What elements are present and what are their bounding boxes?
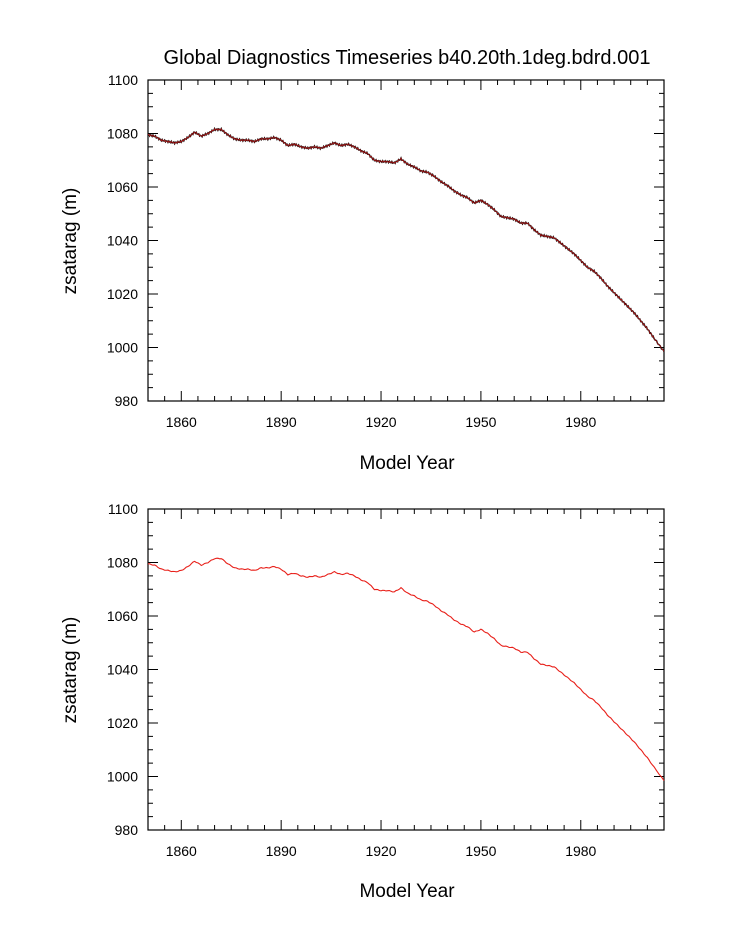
top-y-tick-label: 1080 xyxy=(107,126,138,142)
bottom-y-axis-label: zsatarag (m) xyxy=(60,617,81,724)
top-x-tick-label: 1950 xyxy=(465,414,496,430)
top-y-tick-label: 1060 xyxy=(107,179,138,195)
bottom-plot-frame xyxy=(147,508,665,831)
bottom-x-tick-label: 1920 xyxy=(365,843,396,859)
bottom-y-tick-label: 1020 xyxy=(107,715,138,731)
bottom-y-tick-label: 980 xyxy=(115,822,139,838)
bottom-y-tick-label: 1100 xyxy=(108,501,138,517)
bottom-x-tick-label: 1950 xyxy=(465,843,496,859)
bottom-x-axis-label: Model Year xyxy=(359,881,455,902)
top-y-axis-label: zsatarag (m) xyxy=(60,188,81,295)
top-x-tick-label: 1860 xyxy=(166,414,197,430)
bottom-x-tick-label: 1980 xyxy=(565,843,596,859)
top-panel: 1860 1890 1920 1950 1980 980 1000 1020 1040 1060 1… xyxy=(60,72,665,474)
top-tick-labels: 1860 1890 1920 1950 1980 980 1000 1020 1040 1060 1… xyxy=(107,72,597,430)
bottom-series-line xyxy=(147,557,665,781)
bottom-y-tick-label: 1060 xyxy=(107,608,138,624)
top-y-tick-label: 1100 xyxy=(108,72,138,88)
bottom-x-tick-label: 1860 xyxy=(166,843,197,859)
top-axis-ticks xyxy=(147,79,665,402)
top-y-tick-label: 1000 xyxy=(107,340,138,356)
bottom-y-tick-label: 1000 xyxy=(107,769,138,785)
top-y-tick-label: 980 xyxy=(115,393,139,409)
bottom-panel: 1860 1890 1920 1950 1980 980 1000 1020 1040 1060 1… xyxy=(60,501,665,902)
top-x-tick-label: 1920 xyxy=(365,414,396,430)
bottom-y-tick-label: 1080 xyxy=(107,555,138,571)
bottom-y-tick-label: 1040 xyxy=(107,662,138,678)
top-plot-frame xyxy=(147,79,665,402)
bottom-series-group xyxy=(147,557,665,781)
bottom-tick-labels: 1860 1890 1920 1950 1980 980 1000 1020 1040 1060 1… xyxy=(107,501,597,859)
top-series-line-monthly xyxy=(147,126,665,352)
top-series-line xyxy=(147,127,665,352)
top-y-tick-label: 1020 xyxy=(107,286,138,302)
top-x-tick-label: 1980 xyxy=(565,414,596,430)
top-x-tick-label: 1890 xyxy=(266,414,297,430)
bottom-x-tick-label: 1890 xyxy=(266,843,297,859)
top-x-axis-label: Model Year xyxy=(359,453,455,474)
chart-title: Global Diagnostics Timeseries b40.20th.1… xyxy=(164,47,651,69)
bottom-axis-ticks xyxy=(147,508,665,831)
top-y-tick-label: 1040 xyxy=(107,233,138,249)
top-series-group xyxy=(147,126,665,352)
